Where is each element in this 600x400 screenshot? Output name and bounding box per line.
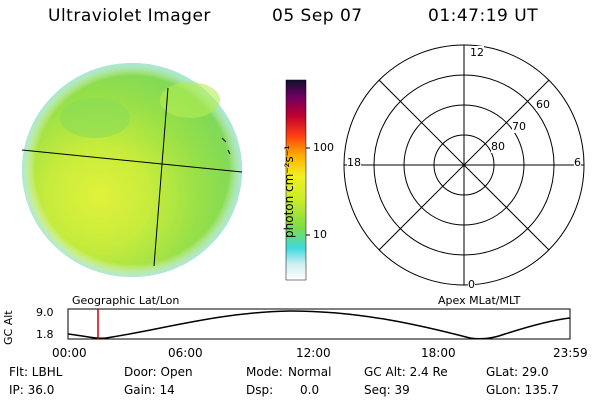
door-readout: Door: Open (124, 365, 193, 379)
mlt-label-6: 6 (574, 156, 581, 169)
app-title: Ultraviolet Imager (48, 6, 211, 26)
time-label: 01:47:19 UT (428, 6, 539, 26)
orbit-plot (67, 308, 571, 340)
glon-readout: GLon: 135.7 (486, 383, 559, 397)
earth-disk (22, 63, 242, 277)
mlt-label-0: 0 (468, 278, 475, 291)
colorbar-label: photon cm⁻²s⁻¹ (282, 145, 296, 238)
apex-label: Apex MLat/MLT (438, 294, 521, 307)
gain-readout: Gain: 14 (124, 383, 175, 397)
glat-readout: GLat: 29.0 (486, 365, 549, 379)
mlt-label-18: 18 (347, 156, 361, 169)
dsp-label: Dsp: (246, 383, 274, 397)
seq-readout: Seq: 39 (364, 383, 410, 397)
orbit-xtick-1800: 18:00 (421, 346, 456, 360)
colorbar-tick-10: 10 (313, 228, 327, 241)
mlt-label-12: 12 (470, 46, 484, 59)
orbit-xtick-0000: 00:00 (52, 346, 87, 360)
ip-readout: IP: 36.0 (9, 383, 55, 397)
orbit-xtick-1200: 12:00 (296, 346, 331, 360)
orbit-xtick-2359: 23:59 (553, 346, 588, 360)
mlat-label-70: 70 (512, 120, 526, 133)
filter-readout: Flt: LBHL (9, 365, 63, 379)
colorbar (285, 79, 307, 281)
mode-label: Mode: (246, 365, 283, 379)
colorbar-ticks (306, 147, 310, 236)
orbit-ytick-1-8: 1.8 (36, 328, 54, 341)
mode-value: Normal (288, 365, 332, 379)
polar-plot (343, 44, 585, 286)
mlat-label-60: 60 (536, 98, 550, 111)
geographic-label: Geographic Lat/Lon (72, 294, 180, 307)
mlat-label-80: 80 (491, 140, 505, 153)
date-label: 05 Sep 07 (272, 6, 363, 26)
gc-alt-readout: GC Alt: 2.4 Re (364, 365, 448, 379)
geographic-grid (21, 87, 243, 267)
orbit-ylabel: GC Alt (2, 310, 15, 345)
colorbar-tick-100: 100 (313, 141, 334, 154)
orbit-ytick-9: 9.0 (36, 306, 54, 319)
dsp-value: 0.0 (300, 383, 320, 397)
orbit-xtick-0600: 06:00 (168, 346, 203, 360)
